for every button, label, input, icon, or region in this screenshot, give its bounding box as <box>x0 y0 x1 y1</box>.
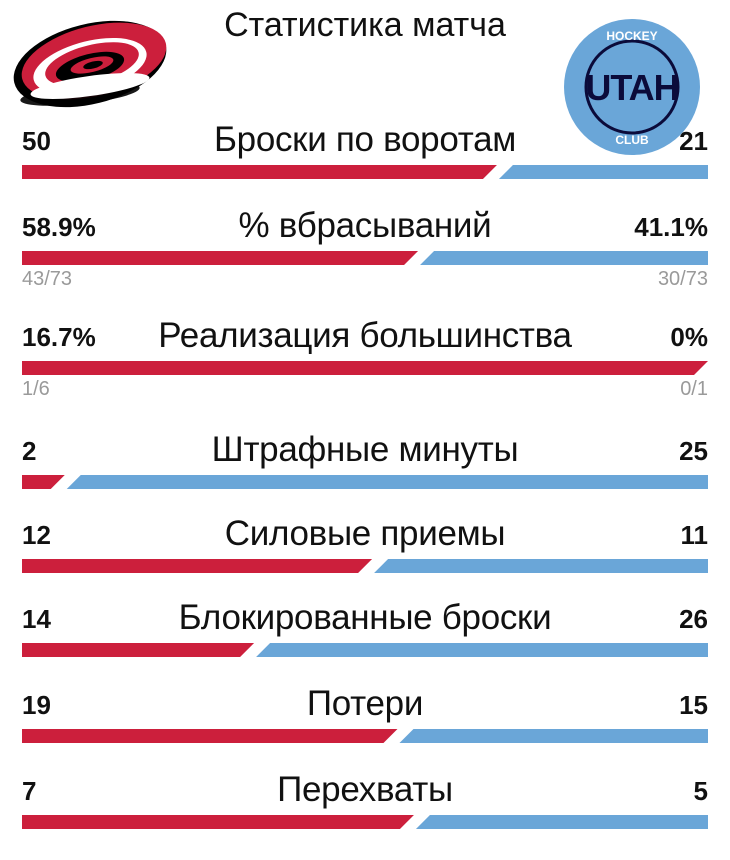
away-value: 25 <box>679 436 708 466</box>
stat-label: Потери <box>306 684 424 723</box>
stat-label: Силовые приемы <box>224 514 506 553</box>
home-value: 19 <box>22 690 51 720</box>
away-value: 26 <box>679 604 708 634</box>
away-bar <box>415 815 708 829</box>
away-value: 15 <box>679 690 708 720</box>
home-bar <box>22 729 398 743</box>
comparison-bar <box>22 251 708 265</box>
home-value: 12 <box>22 520 51 550</box>
home-bar <box>22 251 419 265</box>
home-value: 14 <box>22 604 51 634</box>
away-value: 0% <box>670 322 708 352</box>
home-bar <box>22 165 497 179</box>
away-subvalue: 0/1 <box>680 378 708 400</box>
away-value: 11 <box>680 520 709 550</box>
home-subvalue: 43/73 <box>22 268 73 290</box>
away-logo-ring-bottom: CLUB <box>615 133 649 147</box>
away-value: 5 <box>693 776 708 806</box>
home-bar <box>22 475 65 489</box>
stat-label: Броски по воротам <box>213 120 517 159</box>
away-bar <box>66 475 709 489</box>
away-bar <box>498 165 708 179</box>
comparison-bar <box>22 165 708 179</box>
home-value: 50 <box>22 126 51 156</box>
comparison-bar <box>22 643 708 657</box>
away-value: 21 <box>679 126 708 156</box>
stat-label: % вбрасываний <box>238 206 492 245</box>
stat-label: Блокированные броски <box>178 598 552 637</box>
away-bar <box>374 559 708 573</box>
away-logo-ring-top: HOCKEY <box>606 29 657 43</box>
away-bar <box>399 729 708 743</box>
home-subvalue: 1/6 <box>22 378 50 400</box>
stat-label: Перехваты <box>277 770 453 809</box>
stat-label: Штрафные минуты <box>211 430 519 469</box>
away-logo-text: UTAH <box>585 67 678 108</box>
comparison-bar <box>22 361 708 375</box>
comparison-bar <box>22 559 708 573</box>
home-bar <box>22 361 708 375</box>
home-bar <box>22 643 255 657</box>
comparison-bar <box>22 475 709 489</box>
home-value: 2 <box>22 436 37 466</box>
home-bar <box>22 559 373 573</box>
home-value: 16.7% <box>22 322 96 352</box>
away-value: 41.1% <box>634 212 708 242</box>
away-team-logo: HOCKEY UTAH CLUB <box>564 19 700 155</box>
home-bar <box>22 815 414 829</box>
home-value: 58.9% <box>22 212 96 242</box>
away-bar <box>420 251 708 265</box>
stat-label: Реализация большинства <box>158 316 572 355</box>
comparison-bar <box>22 729 708 743</box>
away-bar <box>256 643 708 657</box>
comparison-bar <box>22 815 708 829</box>
away-subvalue: 30/73 <box>657 268 708 290</box>
home-team-logo <box>13 20 167 108</box>
home-value: 7 <box>22 776 37 806</box>
page-title: Статистика матча <box>224 6 506 44</box>
